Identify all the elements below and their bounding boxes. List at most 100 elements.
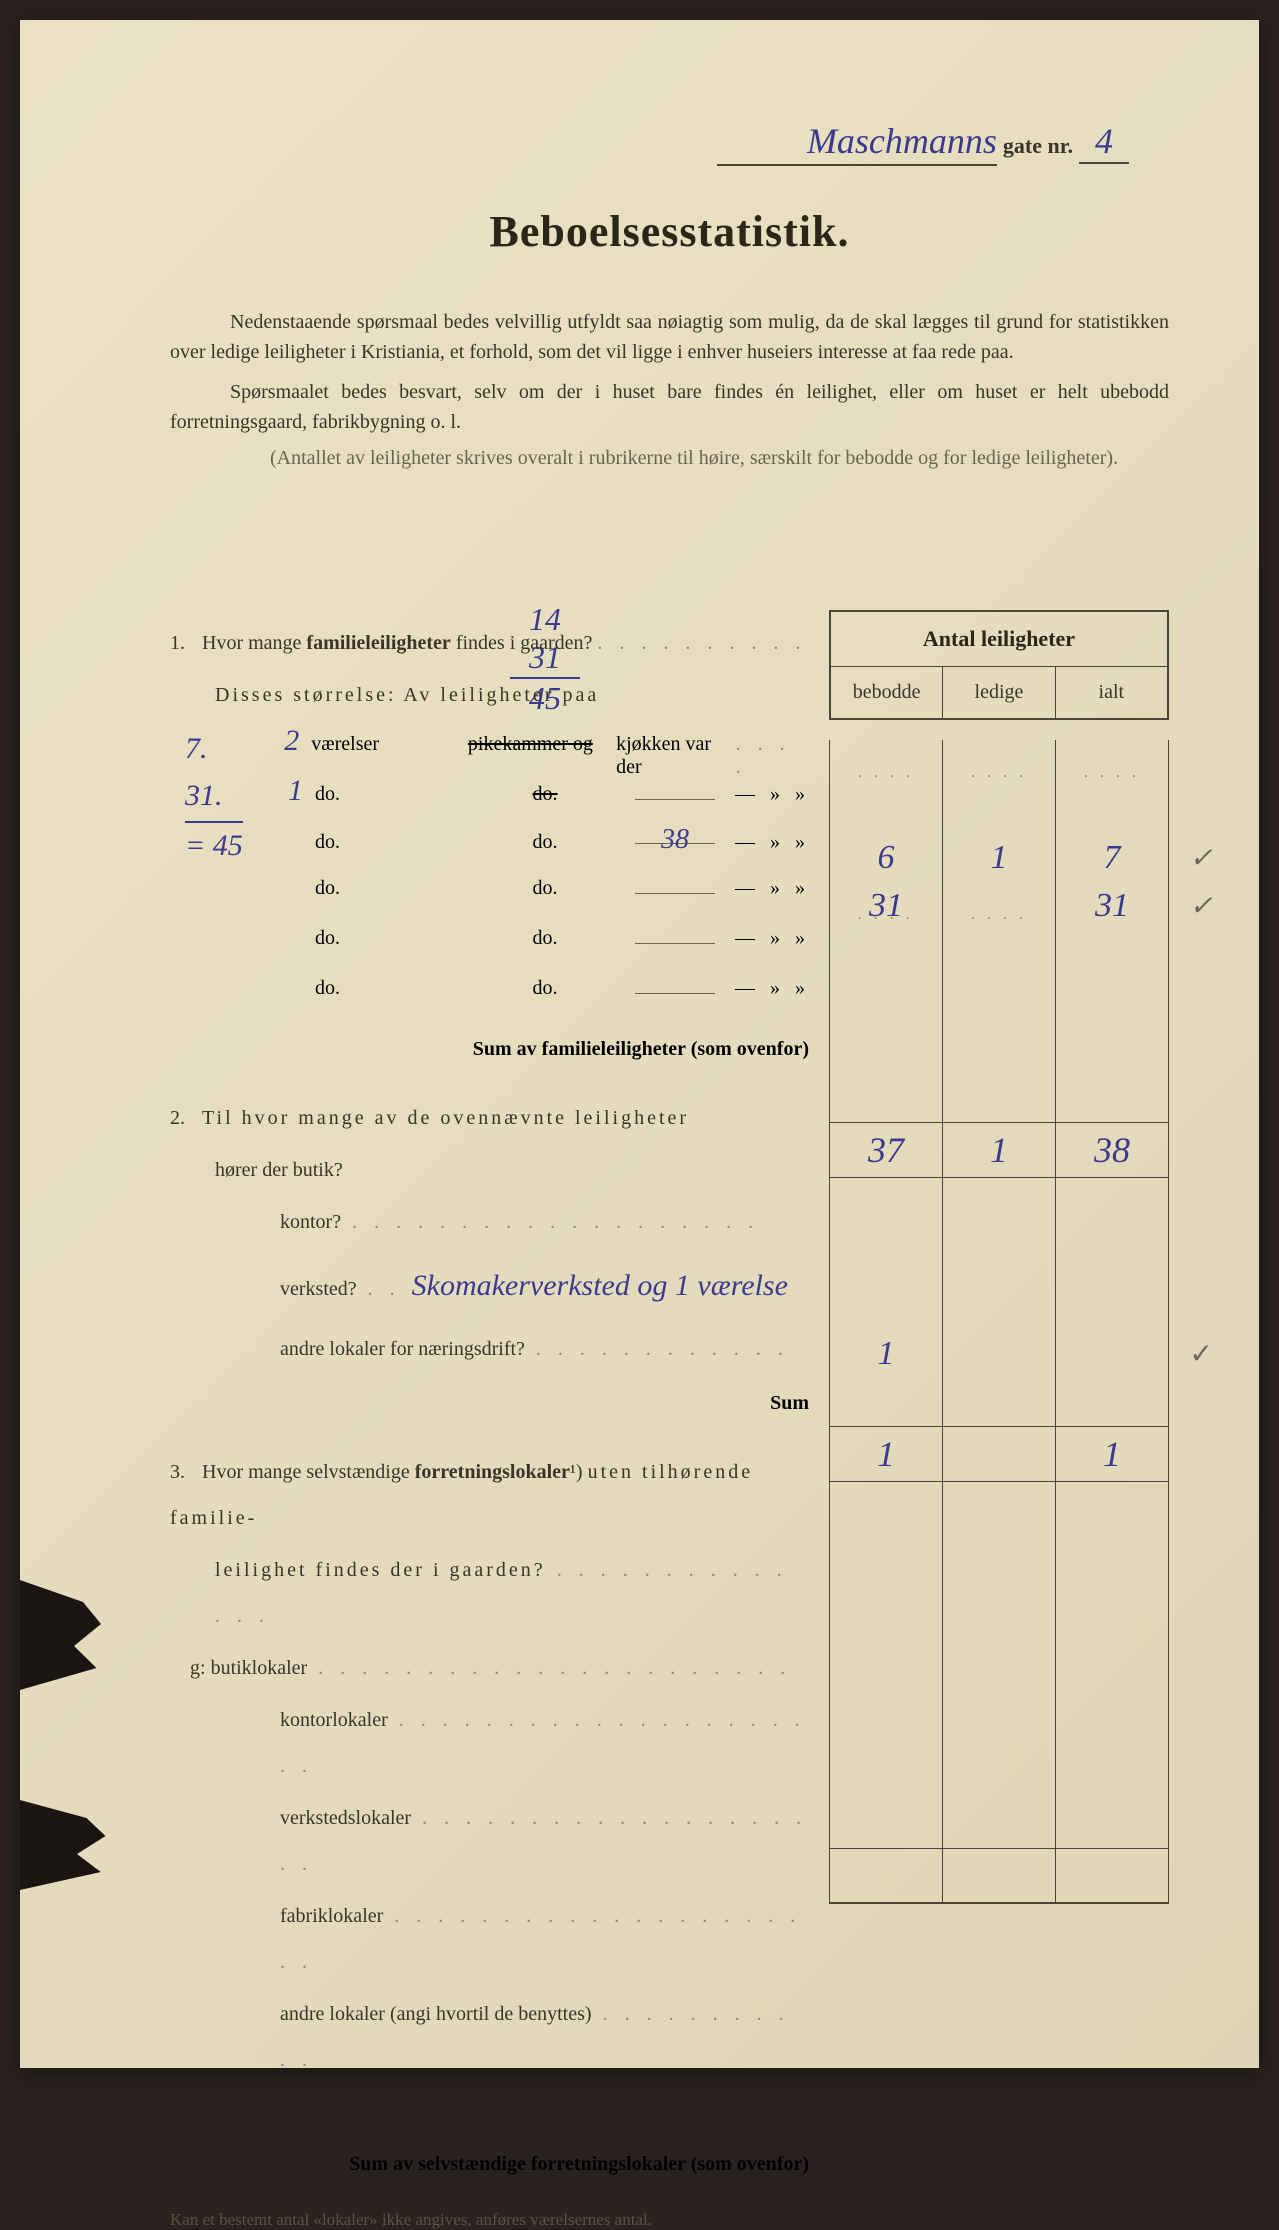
room-mid: do.	[455, 831, 635, 854]
table-column-headers: bebodde ledige ialt	[831, 667, 1167, 718]
document-page: Maschmanns gate nr. 4 Beboelsesstatistik…	[20, 20, 1259, 2068]
cell	[829, 1538, 942, 1586]
cell	[1055, 1482, 1169, 1538]
check-icon: ✓	[1190, 1337, 1213, 1371]
intro-paragraph-1: Nedenstaaende spørsmaal bedes velvillig …	[170, 307, 1169, 367]
room-label: do.	[315, 831, 455, 854]
cell	[942, 930, 1055, 978]
dots: . . . .	[736, 733, 809, 779]
room-label: do.	[315, 783, 455, 806]
q2-item: kontor? . . . . . . . . . . . . . . . . …	[280, 1199, 809, 1245]
cell	[1055, 1849, 1169, 1902]
sum-row: 37 1 38	[829, 1122, 1169, 1178]
cell	[942, 1378, 1055, 1426]
cell	[829, 1482, 942, 1538]
cell	[829, 788, 942, 834]
cell	[1055, 978, 1169, 1026]
header-line: Maschmanns gate nr. 4	[170, 120, 1169, 166]
room-label: værelser	[311, 733, 444, 756]
data-row	[829, 1586, 1169, 1634]
count-table-header: Antal leiligheter bebodde ledige ialt	[829, 610, 1169, 720]
room-blank: 38	[635, 824, 715, 844]
cell	[829, 1026, 942, 1074]
cell-ialt: 7✓	[1055, 834, 1169, 882]
q3-item: kontorlokaler . . . . . . . . . . . . . …	[280, 1697, 809, 1789]
footnote: Kan et bestemt antal «lokaler» ikke angi…	[170, 2210, 1169, 2230]
data-row	[829, 740, 1169, 788]
data-row	[829, 1378, 1169, 1426]
cell	[942, 1634, 1055, 1682]
q2-line2: hører der butik?	[215, 1147, 809, 1193]
cell	[942, 1178, 1055, 1234]
cell	[942, 1538, 1055, 1586]
data-grid: 6 1 7✓ 31 31✓ 37 1	[829, 740, 1169, 1904]
q3-item: verkstedslokaler . . . . . . . . . . . .…	[280, 1795, 809, 1887]
room-mid: pikekammer og	[445, 733, 616, 756]
sum-ialt: 1	[1055, 1427, 1169, 1481]
room-row: do. do. — » »	[225, 874, 809, 922]
cell	[829, 930, 942, 978]
sum-row	[829, 1848, 1169, 1904]
sum-ledige	[942, 1427, 1055, 1481]
cell-bebodde: 1	[829, 1330, 942, 1378]
intro-note: (Antallet av leiligheter skrives overalt…	[270, 447, 1169, 470]
torn-edge	[20, 1580, 110, 1690]
margin-val: 7.	[185, 726, 243, 773]
cell	[829, 1586, 942, 1634]
cell	[942, 1330, 1055, 1378]
cell	[1055, 1178, 1169, 1234]
q3-line2: leilighet findes der i gaarden? . . . . …	[215, 1547, 809, 1639]
cell	[942, 1778, 1055, 1848]
cell	[1055, 1778, 1169, 1848]
cell	[1055, 1378, 1169, 1426]
verksted-value: Skomakerverksted og 1 værelse	[412, 1269, 788, 1302]
room-row: do. do. — » »	[225, 924, 809, 972]
col-ledige: ledige	[942, 667, 1054, 718]
cell	[829, 1778, 942, 1848]
data-row	[829, 1074, 1169, 1122]
room-blank	[635, 780, 715, 800]
data-row: 6 1 7✓	[829, 834, 1169, 882]
data-row	[829, 978, 1169, 1026]
q3-item: fabriklokaler . . . . . . . . . . . . . …	[280, 1893, 809, 1985]
room-rows-block: 7. 31. = 45 2 værelser pikekammer og kjø…	[225, 724, 809, 1022]
cell-ledige: 1	[942, 834, 1055, 882]
q3-sum-label: Sum av selvstændige forretningslokaler (…	[170, 2139, 809, 2186]
main-form-area: 14 31 45 Antal leiligheter bebodde ledig…	[170, 620, 1169, 2230]
q2-item: andre lokaler for næringsdrift? . . . . …	[280, 1326, 809, 1372]
cell	[829, 740, 942, 788]
room-row: do. do. 38 — » »	[225, 824, 809, 872]
cell	[1055, 788, 1169, 834]
cell	[1055, 1026, 1169, 1074]
street-name-field: Maschmanns	[717, 120, 997, 166]
margin-calculation: 7. 31. = 45	[185, 726, 243, 870]
room-end: kjøkken var der	[616, 733, 736, 779]
cell	[829, 1682, 942, 1730]
q3-prefix: g: butiklokaler . . . . . . . . . . . . …	[190, 1645, 809, 1691]
cell	[942, 1282, 1055, 1330]
data-row	[829, 1730, 1169, 1778]
data-row	[829, 1026, 1169, 1074]
table-main-header: Antal leiligheter	[831, 612, 1167, 667]
sum-row: 1 1	[829, 1426, 1169, 1482]
cell	[829, 1074, 942, 1122]
cell	[942, 1074, 1055, 1122]
cell-ialt: 31✓	[1055, 882, 1169, 930]
cell	[1055, 1634, 1169, 1682]
q3-line1: 3.Hvor mange selvstændige forretningslok…	[170, 1449, 809, 1541]
q2-line1: 2.Til hvor mange av de ovennævnte leilig…	[170, 1095, 809, 1141]
cell	[942, 1482, 1055, 1538]
cell	[1055, 930, 1169, 978]
data-row	[829, 788, 1169, 834]
data-row	[829, 930, 1169, 978]
torn-edge	[20, 1800, 115, 1890]
q1-text: 1.Hvor mange familieleiligheter findes i…	[170, 620, 809, 666]
q1-sum-label: Sum av familieleiligheter (som ovenfor)	[170, 1024, 809, 1071]
check-icon: ✓	[1190, 841, 1213, 875]
col-ialt: ialt	[1055, 667, 1167, 718]
document-title: Beboelsesstatistik.	[170, 206, 1169, 257]
cell	[1055, 1538, 1169, 1586]
intro-paragraph-2: Spørsmaalet bedes besvart, selv om der i…	[170, 377, 1169, 437]
sum-ialt: 38	[1055, 1123, 1169, 1177]
data-row	[829, 1682, 1169, 1730]
